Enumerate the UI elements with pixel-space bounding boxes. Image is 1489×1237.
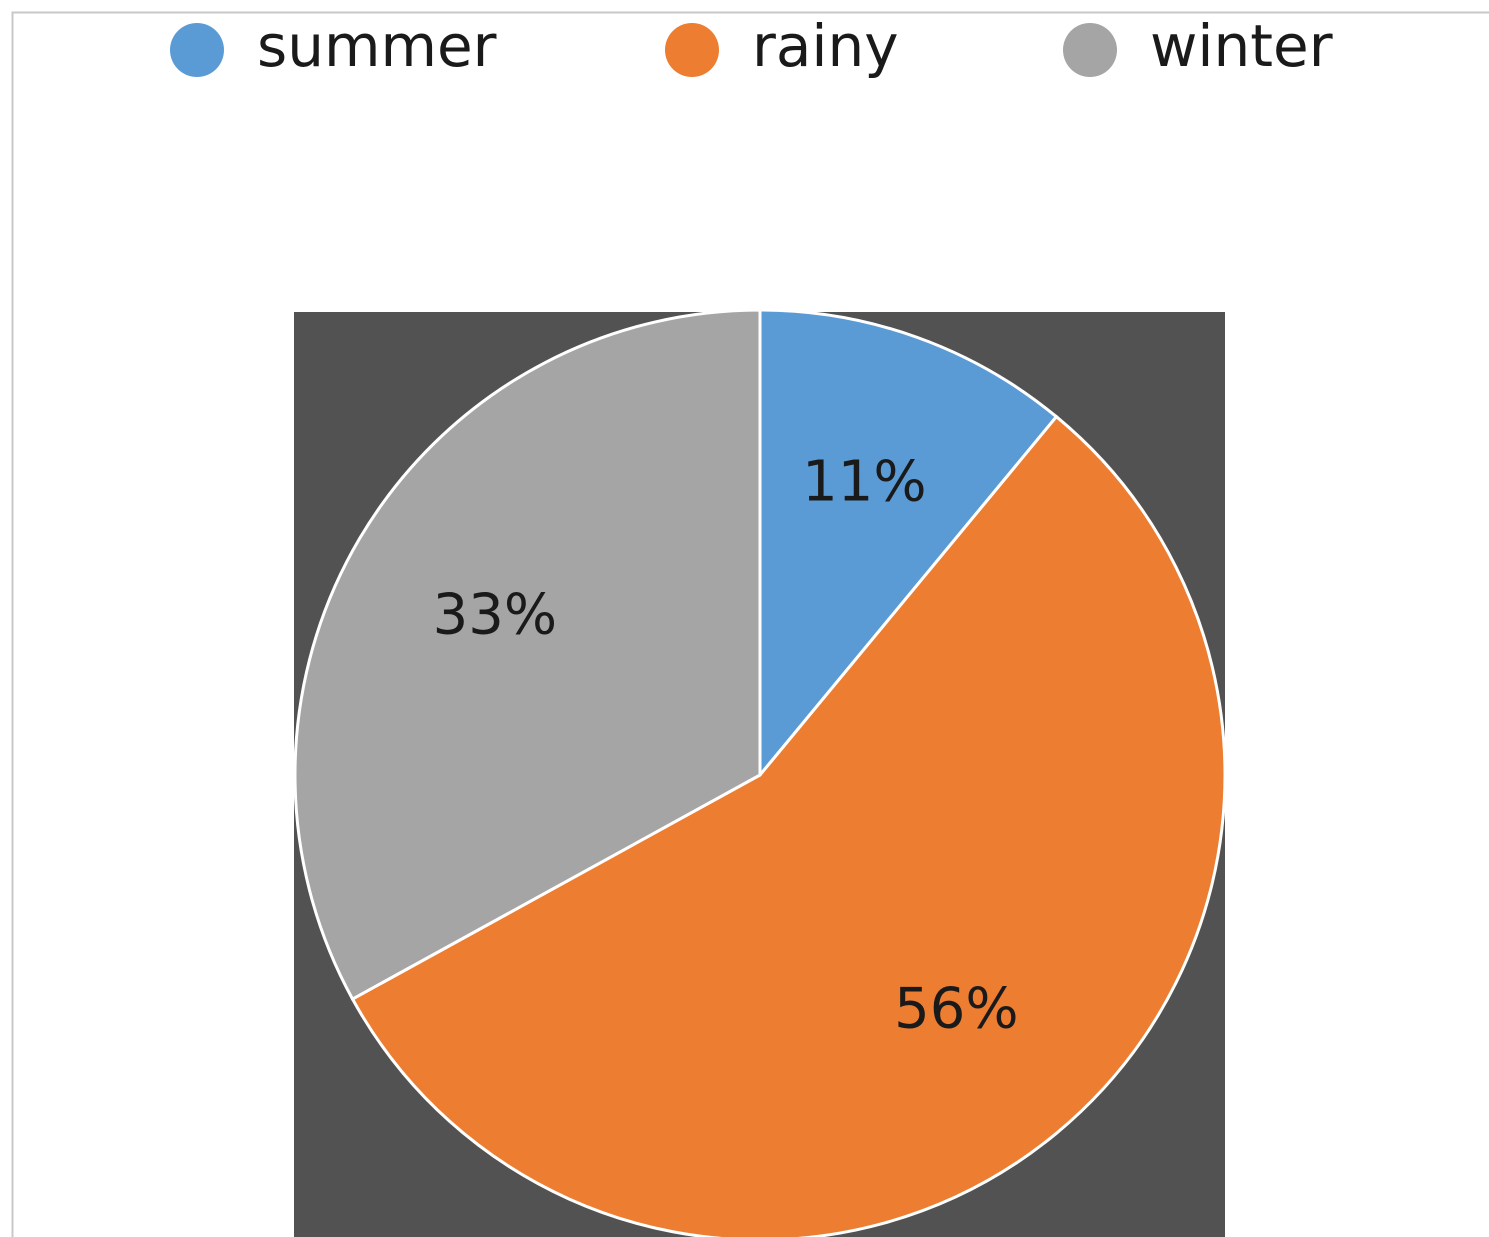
data-label: 56% xyxy=(894,976,1018,1041)
legend-label: summer xyxy=(257,12,497,80)
data-label: 33% xyxy=(433,582,557,647)
legend-label: winter xyxy=(1150,12,1333,80)
legend-marker xyxy=(665,23,719,77)
legend-label: rainy xyxy=(752,12,899,80)
legend-marker xyxy=(170,23,224,77)
pie-slice xyxy=(350,414,1227,1237)
data-label: 11% xyxy=(802,449,926,514)
chart-border xyxy=(11,11,1489,1237)
legend-marker xyxy=(1063,23,1117,77)
pie-slice xyxy=(293,308,762,1002)
pie-slice xyxy=(758,308,1059,780)
